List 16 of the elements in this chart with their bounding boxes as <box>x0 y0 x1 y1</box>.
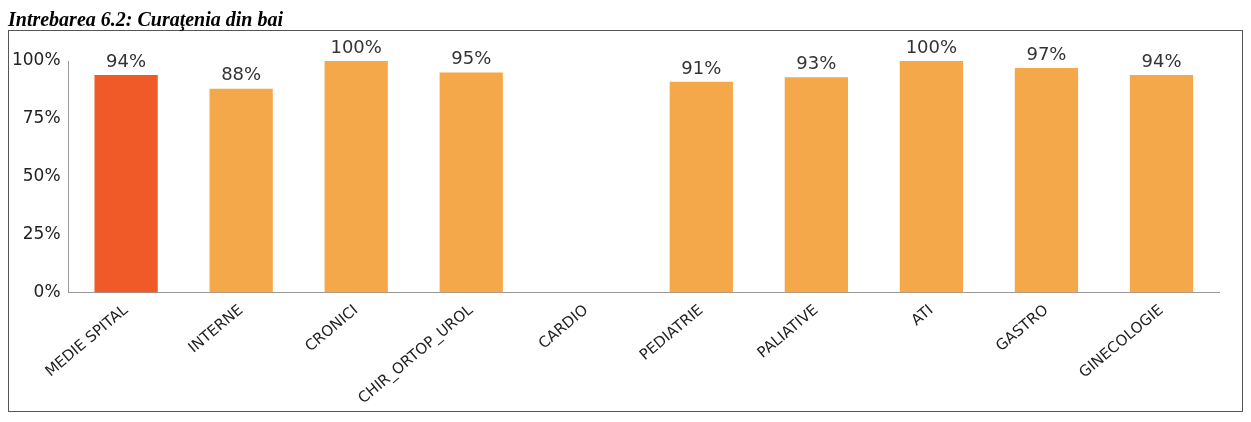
data-label: 91% <box>681 56 722 78</box>
data-label: 100% <box>905 35 958 57</box>
x-tick-label: ATI <box>907 300 937 329</box>
data-label: 94% <box>1141 49 1182 71</box>
y-tick-label: 0% <box>33 280 61 301</box>
data-label: 95% <box>451 47 492 69</box>
data-label: 100% <box>330 35 382 57</box>
data-label: 94% <box>106 49 147 71</box>
data-label: 97% <box>1026 42 1067 64</box>
y-tick-label: 75% <box>22 107 61 128</box>
y-tick-label: 25% <box>22 223 61 244</box>
data-label: 93% <box>796 51 837 73</box>
y-tick-label: 100% <box>11 49 61 70</box>
data-label: 88% <box>221 63 262 85</box>
chart-title: Intrebarea 6.2: Curaţenia din bai <box>8 8 285 30</box>
y-tick-label: 50% <box>22 165 61 186</box>
